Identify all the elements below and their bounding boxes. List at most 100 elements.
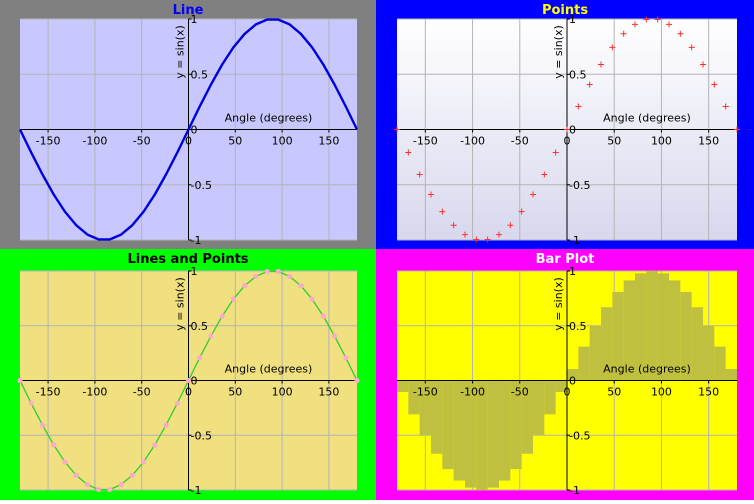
data-point xyxy=(62,459,68,465)
bar xyxy=(408,380,420,415)
y-tick-label: 0 xyxy=(191,124,198,137)
data-point xyxy=(253,273,259,279)
data-point xyxy=(439,208,446,215)
data-point xyxy=(632,21,638,28)
bar xyxy=(397,380,409,392)
bar xyxy=(419,380,431,436)
x-tick-label: 0 xyxy=(185,135,192,148)
bar xyxy=(669,280,681,381)
chart-panel-4: -150 -100 -50 0 50 100 150 -1 -0.5 0 0.5 1 Angle (de… xyxy=(376,249,754,500)
data-point xyxy=(96,486,102,493)
x-tick-label: 100 xyxy=(272,135,293,148)
data-point xyxy=(586,81,593,88)
bar xyxy=(612,291,624,381)
x-axis-label: Angle (degrees) xyxy=(225,112,313,125)
bar xyxy=(476,380,488,490)
x-axis-label: Angle (degrees) xyxy=(603,363,691,376)
data-point xyxy=(496,231,502,238)
data-point xyxy=(118,482,124,488)
bar xyxy=(510,380,522,470)
x-tick-label: -50 xyxy=(133,386,151,399)
data-point xyxy=(405,149,412,156)
x-tick-label: 50 xyxy=(607,135,621,148)
data-point xyxy=(197,355,203,361)
x-tick-label: -50 xyxy=(511,386,529,399)
y-axis-label: y = sin(x) xyxy=(552,277,565,331)
data-point xyxy=(152,442,158,448)
y-tick-label: -0.5 xyxy=(569,179,590,192)
data-point xyxy=(163,422,169,428)
y-axis-label: y = sin(x) xyxy=(552,25,565,79)
bar xyxy=(623,280,635,381)
y-tick-label: 0.5 xyxy=(191,320,209,333)
data-point xyxy=(298,283,304,289)
x-tick-label: -50 xyxy=(511,135,529,148)
bar xyxy=(499,380,511,481)
bar xyxy=(567,369,579,381)
bar xyxy=(589,325,601,381)
data-point xyxy=(700,61,706,68)
x-tick-label: 0 xyxy=(185,386,192,399)
x-tick-label: -50 xyxy=(133,135,151,148)
x-tick-label: 100 xyxy=(651,135,672,148)
y-tick-label: 0 xyxy=(569,124,576,137)
bar xyxy=(465,380,477,488)
data-point xyxy=(208,333,214,339)
x-tick-label: 150 xyxy=(318,386,339,399)
data-point xyxy=(394,126,400,133)
bar xyxy=(544,380,556,415)
data-point xyxy=(28,400,34,406)
x-axis-label: Angle (degrees) xyxy=(225,363,313,376)
bar xyxy=(442,380,454,470)
data-point xyxy=(230,296,237,302)
bar xyxy=(691,307,703,381)
x-tick-label: 50 xyxy=(607,386,621,399)
data-point xyxy=(552,149,559,156)
bar xyxy=(431,380,443,454)
data-point xyxy=(575,103,582,110)
x-tick-label: -100 xyxy=(82,135,107,148)
x-tick-label: -150 xyxy=(36,386,61,399)
data-point xyxy=(734,126,740,133)
bar xyxy=(453,380,465,481)
data-point xyxy=(450,222,457,229)
x-tick-label: 150 xyxy=(318,135,339,148)
data-point xyxy=(654,16,661,23)
bar xyxy=(601,307,613,381)
data-point xyxy=(666,21,672,28)
bar xyxy=(714,346,726,381)
x-tick-label: -150 xyxy=(413,135,438,148)
data-point xyxy=(174,400,180,406)
bar xyxy=(521,380,533,454)
y-axis-label: y = sin(x) xyxy=(174,277,187,331)
bar xyxy=(635,273,647,381)
data-point xyxy=(219,313,225,319)
bar xyxy=(703,325,715,381)
x-tick-label: 100 xyxy=(651,386,672,399)
x-tick-label: -150 xyxy=(413,386,438,399)
data-point xyxy=(84,482,90,488)
chart-panel-3: -150 -100 -50 0 50 100 150 -1 -0.5 0 0.5 1 Angle (de… xyxy=(0,249,376,500)
data-point xyxy=(51,442,57,448)
data-point xyxy=(264,268,270,275)
x-tick-label: -100 xyxy=(82,386,107,399)
data-point xyxy=(129,472,135,478)
chart-panel-2: -150 -100 -50 0 50 100 150 -1 -0.5 0 0.5 1 Angle (de… xyxy=(376,0,754,249)
data-point xyxy=(354,377,360,384)
data-point xyxy=(484,236,491,243)
x-axis-label: Angle (degrees) xyxy=(603,112,691,125)
data-point xyxy=(541,171,548,178)
x-tick-label: 150 xyxy=(698,386,719,399)
data-point xyxy=(462,231,468,238)
data-point xyxy=(609,44,616,51)
y-tick-label: 1 xyxy=(191,265,198,278)
data-point xyxy=(518,208,525,215)
y-tick-label: -0.5 xyxy=(191,179,212,192)
data-point xyxy=(39,422,46,428)
y-tick-label: 0 xyxy=(569,375,576,388)
data-point xyxy=(287,273,293,279)
y-tick-label: -0.5 xyxy=(569,429,590,442)
data-point xyxy=(331,333,338,339)
x-tick-label: 100 xyxy=(272,386,293,399)
